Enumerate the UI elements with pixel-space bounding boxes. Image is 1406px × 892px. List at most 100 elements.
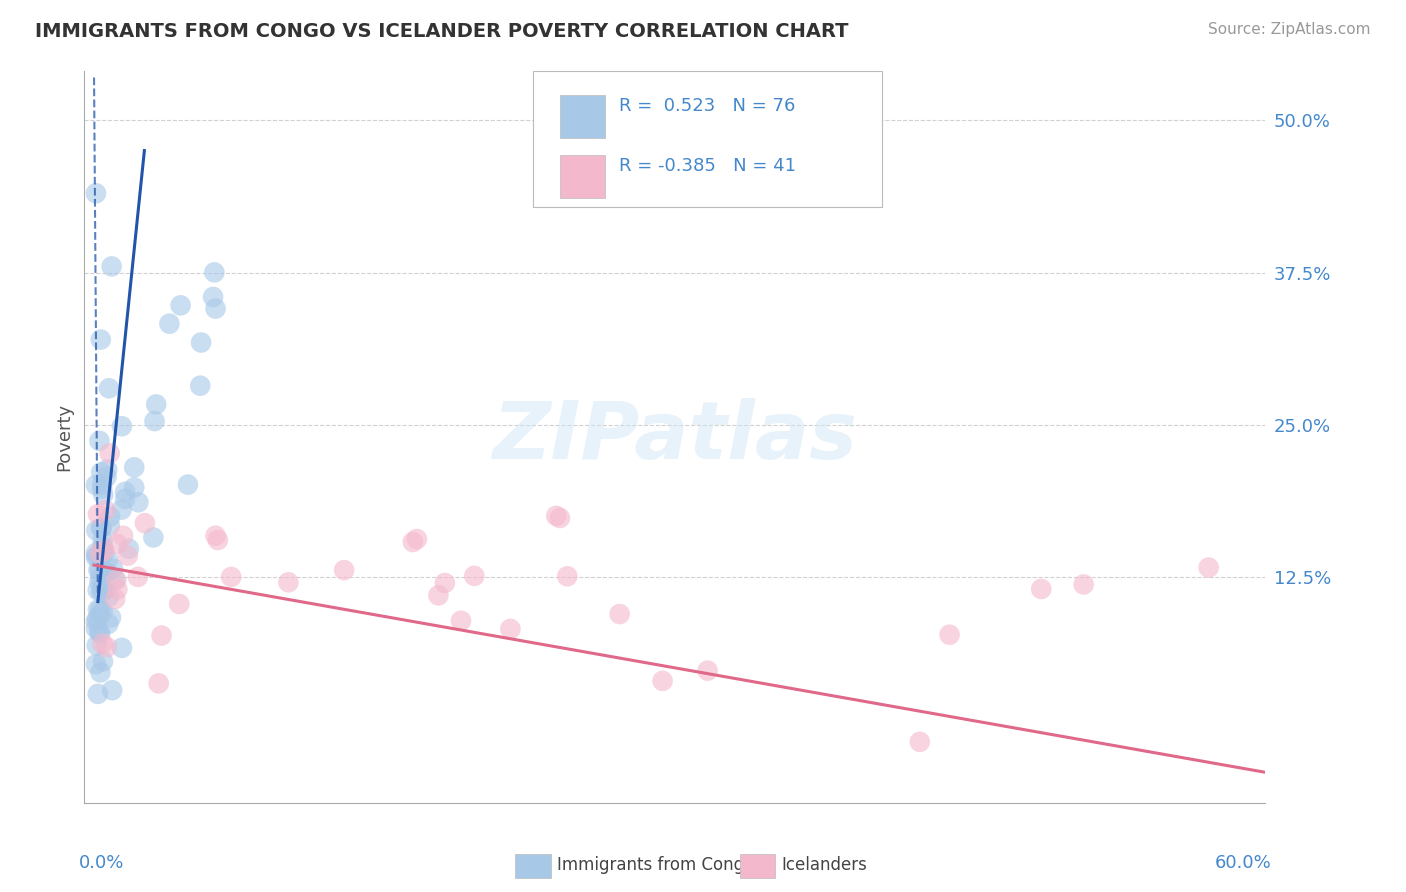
Point	[84, 186, 107, 201]
Point	[1073, 577, 1095, 591]
Point	[100, 610, 122, 624]
Point	[94, 503, 117, 517]
Point	[98, 446, 121, 460]
Point	[84, 657, 107, 672]
Point	[90, 521, 112, 535]
Point	[89, 434, 111, 448]
Point	[105, 573, 128, 587]
Point	[104, 573, 127, 587]
Point	[84, 614, 107, 628]
Point	[134, 516, 156, 530]
Point	[98, 509, 121, 524]
Point	[122, 480, 145, 494]
Point	[1198, 560, 1220, 574]
Point	[89, 626, 111, 640]
Point	[150, 629, 173, 643]
Point	[114, 484, 136, 499]
Point	[91, 654, 114, 668]
Point	[90, 585, 112, 599]
Point	[402, 535, 425, 549]
Point	[87, 624, 110, 639]
Point	[548, 511, 571, 525]
Point	[93, 583, 115, 598]
Point	[84, 478, 107, 492]
Point	[89, 608, 111, 623]
Text: R = -0.385   N = 41: R = -0.385 N = 41	[620, 157, 796, 175]
Point	[96, 565, 118, 579]
Point	[93, 543, 115, 558]
Point	[908, 735, 931, 749]
Point	[90, 521, 112, 535]
Point	[433, 576, 456, 591]
Bar	[516, 854, 551, 878]
Point	[114, 491, 136, 506]
Point	[204, 529, 226, 543]
Point	[938, 628, 960, 642]
Point	[112, 529, 135, 543]
Point	[87, 507, 110, 521]
Point	[117, 549, 139, 563]
Y-axis label: Poverty: Poverty	[55, 403, 73, 471]
Point	[101, 683, 124, 698]
Point	[127, 495, 149, 509]
Text: Immigrants from Congo: Immigrants from Congo	[557, 856, 754, 874]
Point	[142, 531, 165, 545]
Point	[84, 550, 107, 565]
Point	[219, 570, 242, 584]
Point	[86, 524, 108, 538]
Point	[87, 687, 110, 701]
Point	[89, 602, 111, 616]
Text: R =  0.523   N = 76: R = 0.523 N = 76	[620, 96, 796, 115]
Point	[499, 622, 522, 636]
Point	[90, 582, 112, 597]
Point	[93, 547, 115, 561]
Point	[696, 664, 718, 678]
Point	[87, 563, 110, 577]
Point	[91, 488, 114, 502]
Point	[202, 265, 225, 279]
Point	[609, 607, 631, 621]
Point	[90, 333, 112, 347]
Point	[96, 640, 118, 654]
Point	[204, 301, 226, 316]
Point	[89, 546, 111, 560]
Point	[143, 414, 166, 428]
Point	[91, 637, 114, 651]
Point	[651, 673, 673, 688]
Point	[100, 260, 122, 274]
Point	[190, 335, 212, 350]
Bar	[740, 854, 775, 878]
Point	[111, 419, 134, 434]
Text: Source: ZipAtlas.com: Source: ZipAtlas.com	[1208, 22, 1371, 37]
Point	[96, 462, 118, 476]
Point	[84, 546, 107, 560]
Point	[98, 518, 121, 533]
Point	[91, 477, 114, 491]
Point	[91, 533, 114, 548]
Point	[104, 592, 127, 607]
Point	[427, 588, 450, 602]
Point	[94, 566, 117, 581]
Text: ZIPatlas: ZIPatlas	[492, 398, 858, 476]
Point	[202, 290, 225, 304]
Point	[89, 570, 111, 584]
Bar	[561, 155, 605, 198]
Point	[546, 508, 568, 523]
Point	[97, 590, 120, 604]
Point	[101, 561, 124, 575]
Point	[169, 597, 191, 611]
Point	[277, 575, 299, 590]
Point	[89, 665, 111, 680]
Point	[91, 482, 114, 496]
Point	[89, 574, 111, 589]
Point	[84, 622, 107, 636]
Point	[157, 317, 180, 331]
Point	[91, 605, 114, 619]
Text: 60.0%: 60.0%	[1215, 854, 1271, 872]
Point	[105, 537, 128, 551]
Point	[90, 549, 112, 563]
Point	[98, 381, 121, 395]
Point	[86, 583, 108, 598]
Point	[91, 540, 114, 554]
Text: Icelanders: Icelanders	[782, 856, 868, 874]
